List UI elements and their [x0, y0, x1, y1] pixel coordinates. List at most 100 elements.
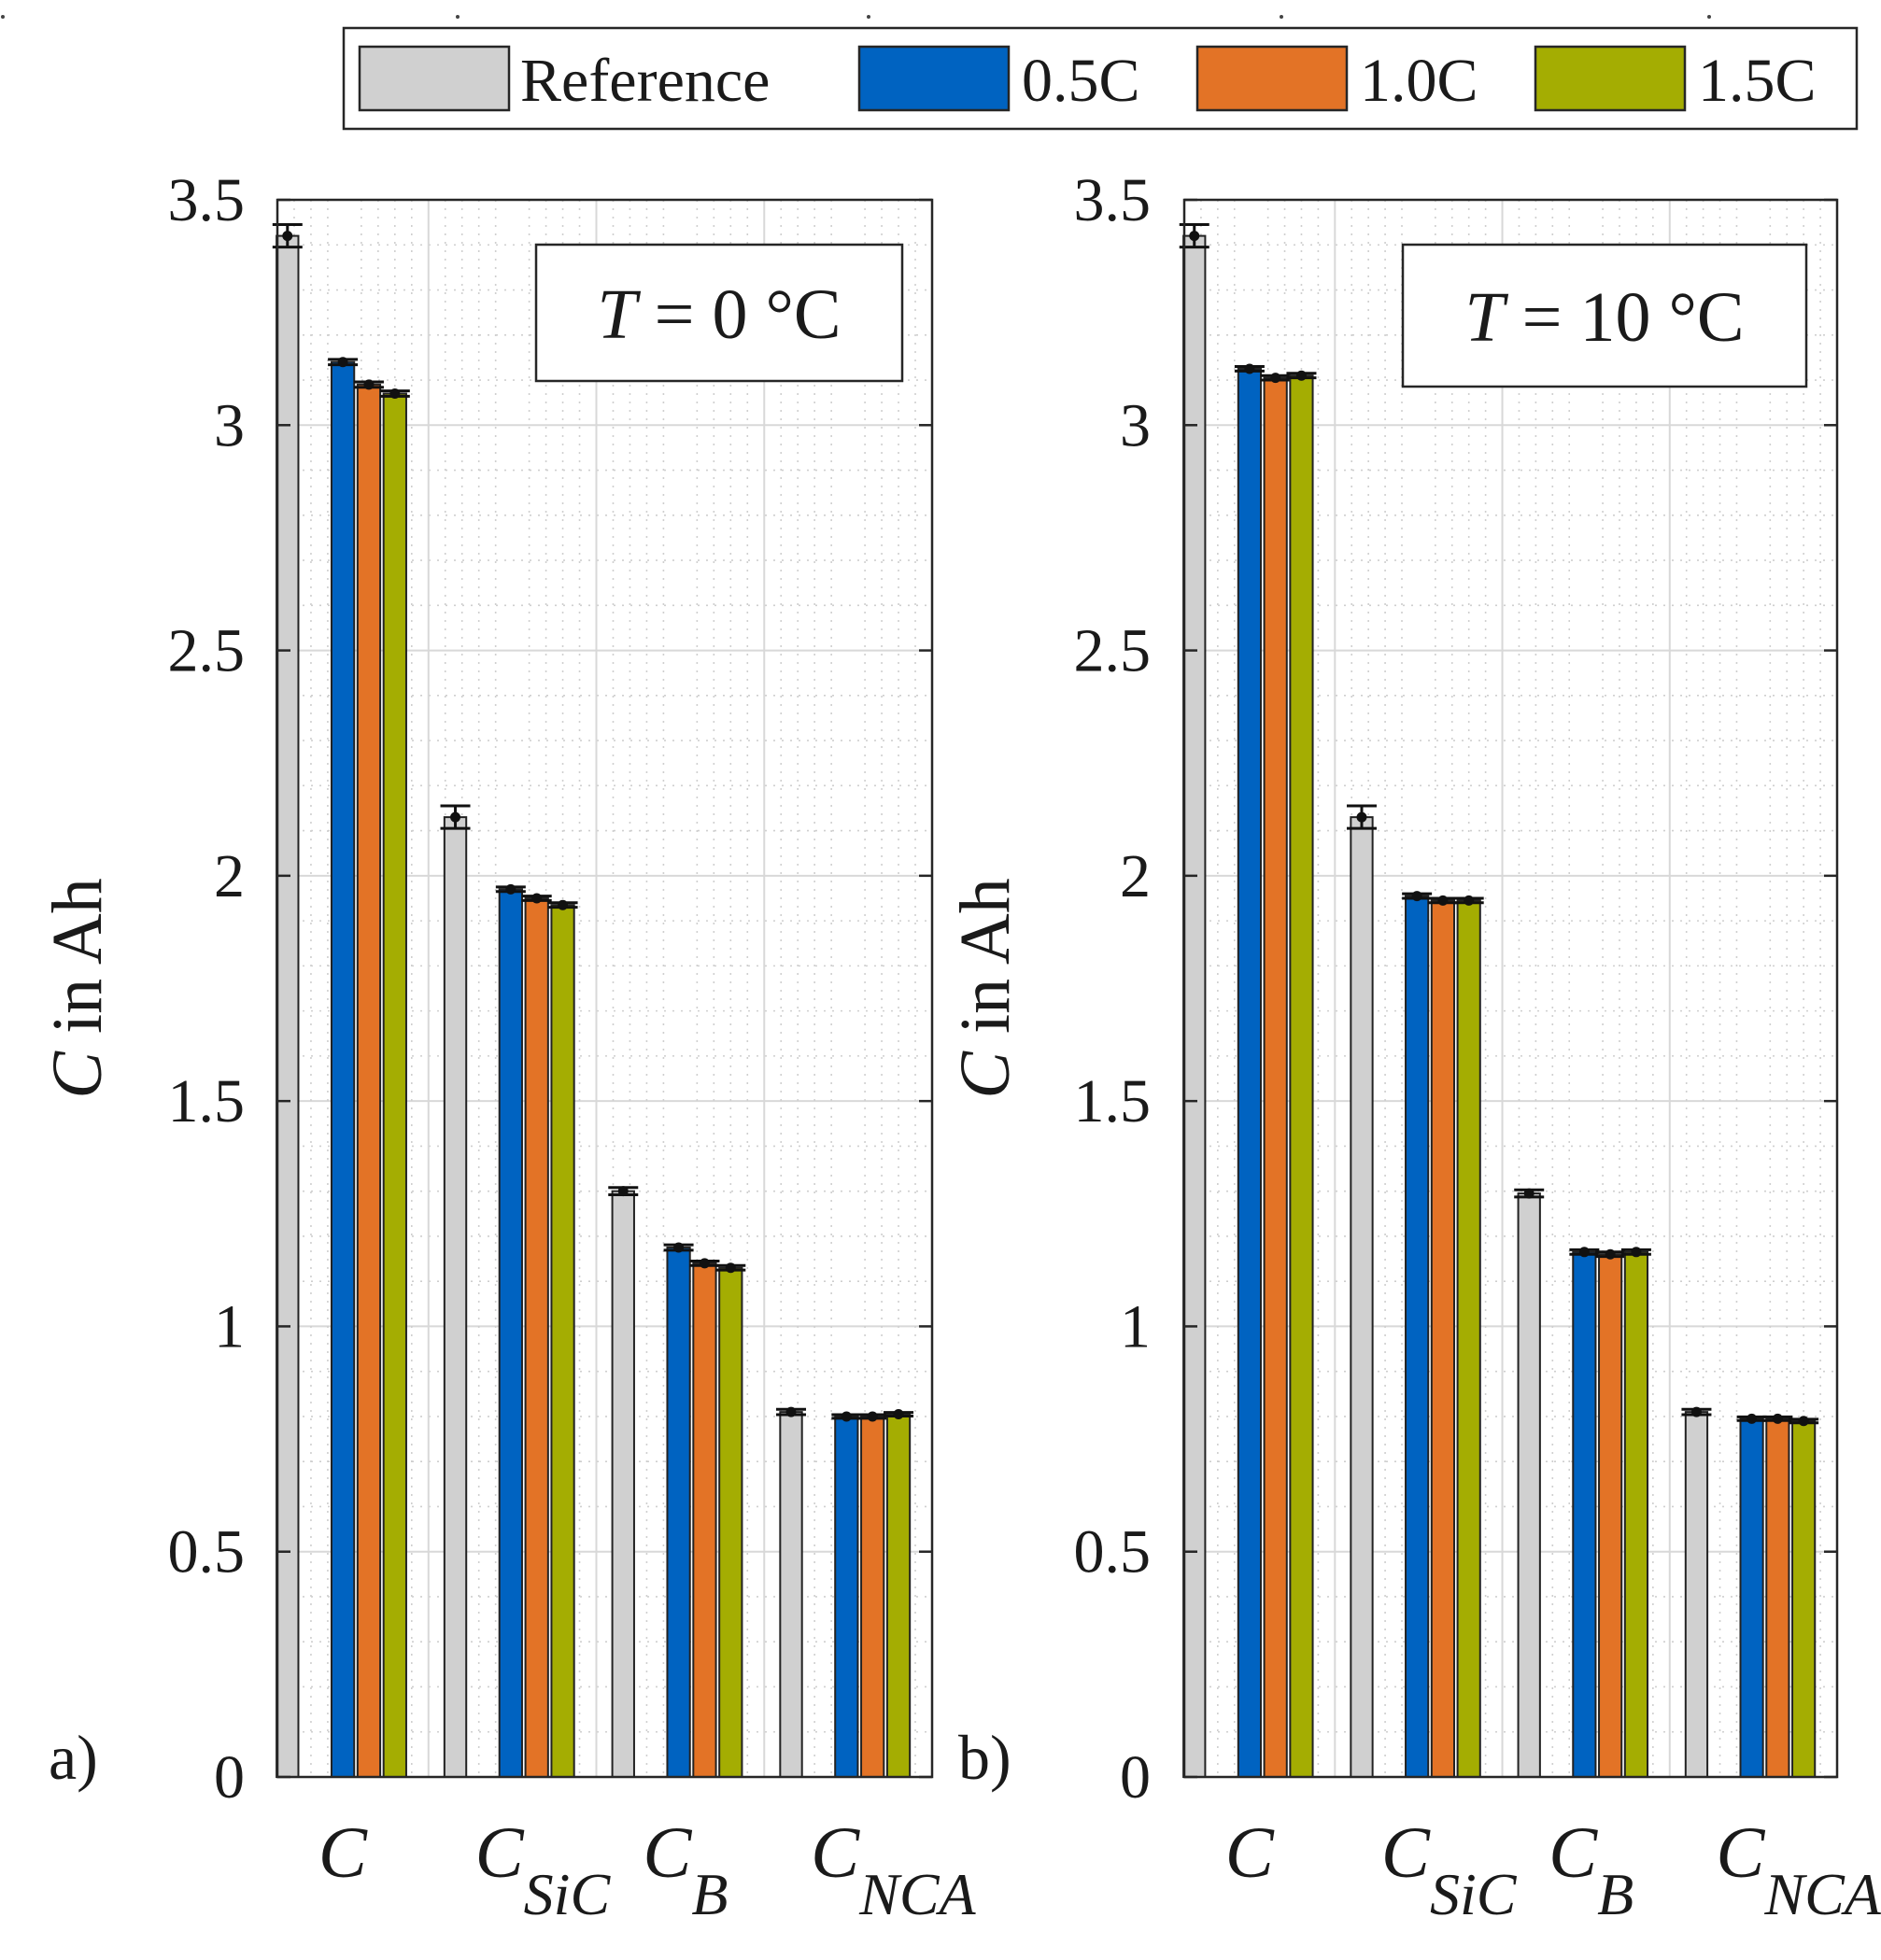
bar-reference-2	[1350, 816, 1374, 1779]
bars	[272, 223, 914, 1779]
bar-1-0c-1	[1263, 376, 1288, 1778]
mean-marker	[505, 883, 516, 895]
bar-reference-1	[1182, 234, 1207, 1778]
mean-marker	[1690, 1406, 1702, 1417]
y-tick-label: 3	[1120, 391, 1151, 459]
mean-marker	[1189, 231, 1200, 242]
bar-1-0c-4	[1765, 1417, 1790, 1778]
bar-reference-4	[1684, 1411, 1709, 1779]
y-axis-label: C in Ah	[946, 878, 1025, 1099]
error-bar	[1736, 1413, 1767, 1424]
legend-item-reference: Reference	[358, 45, 770, 115]
mean-marker	[558, 899, 569, 910]
panel-b: 0 0.5 1 1.5 2 2.5 3 3.5 C in Ah C CSiC CB CNCA b) T = …	[946, 166, 1881, 1927]
bar-1-5c-1	[1289, 374, 1314, 1778]
bars	[1179, 223, 1819, 1779]
y-tick-label: 1.5	[168, 1067, 246, 1135]
error-bar	[857, 1411, 888, 1422]
mean-marker	[1772, 1413, 1783, 1424]
y-tick-label: 0.5	[1074, 1518, 1152, 1586]
bar-1-0c-2	[524, 896, 549, 1778]
mean-marker	[1295, 370, 1307, 381]
bar-0-5c-4	[1739, 1417, 1764, 1778]
error-bar	[440, 804, 471, 830]
y-tick-label: 3.5	[168, 166, 246, 234]
mean-marker	[1411, 891, 1422, 902]
y-tick-label: 1.5	[1074, 1067, 1152, 1135]
mean-marker	[1578, 1247, 1590, 1258]
mean-marker	[450, 811, 461, 823]
mean-marker	[785, 1406, 797, 1417]
annotation-text: T = 0 °C	[597, 275, 841, 354]
bar-1-5c-4	[885, 1413, 912, 1779]
bar-reference-3	[1517, 1192, 1541, 1778]
bar-0-5c-3	[1572, 1250, 1597, 1779]
mean-marker	[1747, 1413, 1758, 1424]
axes-box	[1182, 198, 1839, 1779]
error-bar	[495, 883, 526, 895]
error-bar	[689, 1258, 720, 1269]
annotation-box	[534, 243, 904, 383]
bar-0-5c-4	[834, 1415, 859, 1778]
x-category-label: CNCA	[1716, 1812, 1881, 1927]
temperature-annotation: T = 10 °C	[1401, 243, 1808, 388]
bar-1-5c-3	[718, 1266, 743, 1779]
mean-marker	[1605, 1248, 1616, 1260]
legend-label: 1.0C	[1360, 47, 1478, 115]
mean-marker	[1523, 1188, 1534, 1199]
y-tick-label: 0.5	[168, 1518, 246, 1586]
error-bar	[1346, 804, 1377, 830]
error-bar	[353, 379, 384, 390]
y-axis-label: C in Ah	[38, 878, 117, 1099]
x-category-label: CSiC	[1381, 1812, 1518, 1927]
bar-1-0c-4	[860, 1415, 885, 1778]
bar-0-5c-3	[666, 1246, 691, 1778]
legend-label: Reference	[520, 47, 770, 115]
mean-marker	[1356, 811, 1367, 823]
temperature-annotation: T = 0 °C	[534, 243, 904, 383]
bar-1-5c-2	[550, 904, 575, 1778]
x-category-label: CB	[643, 1812, 728, 1927]
legend-swatch	[358, 45, 511, 112]
x-category-label: CSiC	[475, 1812, 612, 1927]
mean-marker	[1464, 895, 1475, 906]
mean-marker	[1631, 1247, 1642, 1258]
axes-box	[276, 198, 934, 1779]
legend-swatch	[1534, 45, 1687, 112]
error-bar	[1569, 1247, 1600, 1258]
error-bar	[1595, 1248, 1626, 1260]
mean-marker	[699, 1258, 710, 1269]
x-category-labels: C CSiC CB CNCA	[318, 1812, 977, 1927]
panel-label: b)	[958, 1722, 1011, 1793]
error-bar	[1286, 370, 1317, 381]
y-tick-label: 2	[1120, 842, 1151, 910]
error-bar	[1762, 1413, 1793, 1424]
error-bar	[1453, 895, 1484, 906]
legend: Reference 0.5C 1.0C 1.5C	[342, 26, 1859, 131]
y-tick-label: 3	[214, 391, 245, 459]
bar-0-5c-2	[1405, 895, 1430, 1778]
mean-marker	[1244, 363, 1255, 374]
legend-swatch	[1195, 45, 1349, 112]
y-tick-label: 2	[214, 842, 245, 910]
error-bar	[884, 1409, 914, 1420]
mean-marker	[867, 1411, 878, 1422]
y-axis: 0 0.5 1 1.5 2 2.5 3 3.5	[168, 166, 932, 1812]
mean-marker	[282, 231, 293, 242]
bar-1-5c-2	[1456, 899, 1481, 1778]
annotation-text: T = 10 °C	[1464, 278, 1744, 357]
error-bar	[379, 388, 410, 400]
mean-marker	[389, 388, 401, 400]
error-bar	[1427, 895, 1458, 906]
y-tick-label: 2.5	[168, 617, 246, 685]
legend-label: 1.5C	[1698, 47, 1817, 115]
error-bar	[1260, 373, 1291, 384]
error-bar	[1789, 1416, 1819, 1427]
annotation-box	[1401, 243, 1808, 388]
error-bar	[831, 1411, 862, 1422]
mean-marker	[1798, 1416, 1809, 1427]
error-bar	[1402, 891, 1433, 902]
error-bar	[1620, 1247, 1651, 1258]
mean-marker	[673, 1242, 685, 1253]
